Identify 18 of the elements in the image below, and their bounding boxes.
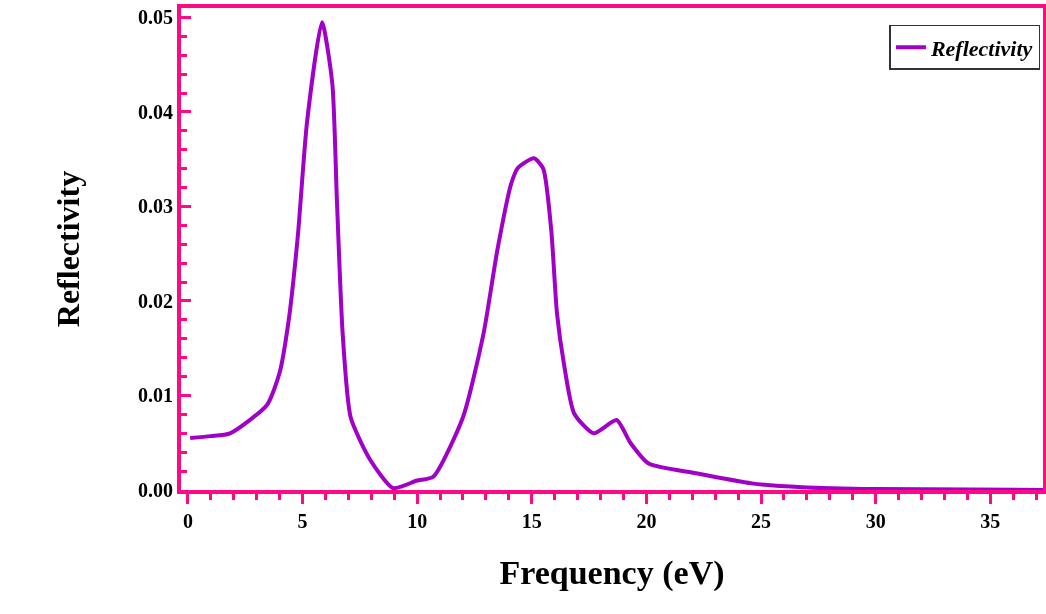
y-tick-label: 0.04 (138, 100, 173, 123)
x-axis-title: Frequency (eV) (499, 553, 725, 592)
y-tick-label: 0.01 (138, 384, 173, 407)
y-tick-label: 0.03 (138, 195, 173, 218)
y-tick-label: 0.05 (138, 6, 173, 29)
x-tick-label: 5 (297, 510, 308, 532)
y-tick-label: 0.00 (138, 479, 173, 501)
y-axis-title: Reflectivity (49, 170, 86, 328)
x-tick-label: 35 (980, 510, 1001, 532)
y-tick-label: 0.02 (138, 289, 173, 312)
legend-label: Reflectivity (929, 35, 1033, 61)
x-tick-label: 25 (751, 510, 772, 532)
x-tick-label: 20 (636, 510, 657, 532)
x-tick-label: 30 (865, 510, 886, 532)
x-tick-label: 0 (182, 510, 193, 532)
x-tick-label: 10 (407, 510, 428, 532)
line-series (188, 20, 1043, 490)
x-tick-label: 15 (521, 510, 542, 532)
